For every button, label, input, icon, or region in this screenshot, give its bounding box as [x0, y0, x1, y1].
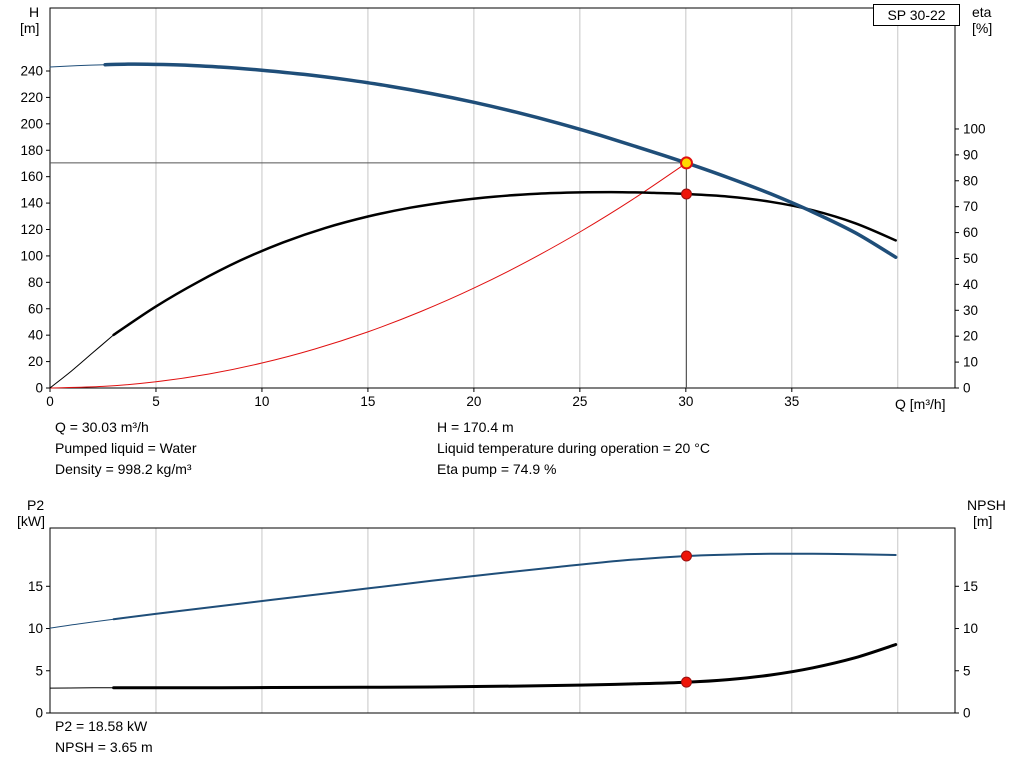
npsh-curve [112, 643, 898, 690]
svg-text:40: 40 [28, 328, 43, 343]
svg-text:60: 60 [963, 225, 978, 240]
eta-curve [112, 190, 897, 337]
svg-text:10: 10 [28, 621, 43, 636]
pump-model-badge: SP 30-22 [873, 4, 960, 26]
svg-text:10: 10 [963, 355, 978, 370]
eta-axis-title: eta [972, 4, 992, 20]
svg-text:5: 5 [152, 394, 160, 409]
npsh-axis-title: NPSH [967, 497, 1006, 513]
svg-text:100: 100 [963, 121, 986, 136]
caption-eta: Eta pump = 74.9 % [437, 461, 557, 477]
svg-text:15: 15 [28, 579, 43, 594]
p2-axis-unit: [kW] [17, 513, 45, 529]
svg-text:35: 35 [784, 394, 799, 409]
p2-curve [112, 552, 897, 621]
svg-text:200: 200 [20, 116, 43, 131]
svg-text:15: 15 [963, 579, 978, 594]
caption-density: Density = 998.2 kg/m³ [55, 461, 192, 477]
svg-text:20: 20 [963, 329, 978, 344]
svg-text:5: 5 [963, 663, 971, 678]
svg-text:0: 0 [46, 394, 54, 409]
svg-text:25: 25 [572, 394, 587, 409]
caption-flow: Q = 30.03 m³/h [55, 419, 149, 435]
svg-text:10: 10 [963, 621, 978, 636]
svg-text:20: 20 [466, 394, 481, 409]
svg-text:80: 80 [963, 173, 978, 188]
svg-text:0: 0 [35, 381, 43, 396]
h-axis-title: H [29, 4, 40, 20]
svg-text:180: 180 [20, 143, 43, 158]
q-axis-title: Q [m³/h] [895, 396, 946, 412]
svg-text:40: 40 [963, 277, 978, 292]
svg-text:30: 30 [963, 303, 978, 318]
system-curve [49, 162, 687, 389]
svg-text:0: 0 [963, 381, 971, 396]
eta-axis-unit: [%] [972, 20, 993, 36]
eta-curve-leadin [49, 334, 115, 389]
svg-text:70: 70 [963, 199, 978, 214]
svg-text:160: 160 [20, 169, 43, 184]
caption-temperature: Liquid temperature during operation = 20… [437, 440, 710, 456]
npsh-axis-unit: [m] [973, 513, 993, 529]
eta-duty-point [680, 188, 692, 200]
svg-text:20: 20 [28, 354, 43, 369]
svg-text:0: 0 [35, 706, 43, 721]
h-axis-unit: [m] [20, 20, 40, 36]
p2-duty-point [680, 550, 692, 562]
svg-text:15: 15 [360, 394, 375, 409]
qh-curve-leadin [49, 64, 106, 68]
svg-text:30: 30 [678, 394, 693, 409]
svg-text:5: 5 [35, 663, 43, 678]
npsh-duty-point [680, 676, 692, 688]
svg-text:50: 50 [963, 251, 978, 266]
qh-curve [103, 62, 898, 259]
p2-curve-leadin [49, 618, 115, 629]
svg-text:60: 60 [28, 301, 43, 316]
svg-text:90: 90 [963, 147, 978, 162]
svg-text:240: 240 [20, 64, 43, 79]
p2-npsh-chart: 0 5 10 15 0 5 10 15 [28, 527, 978, 721]
svg-text:10: 10 [254, 394, 269, 409]
svg-text:140: 140 [20, 196, 43, 211]
p2-axis-title: P2 [27, 497, 45, 513]
caption-p2: P2 = 18.58 kW [55, 718, 148, 734]
qh-duty-point [679, 156, 693, 170]
caption-npsh: NPSH = 3.65 m [55, 739, 153, 755]
svg-text:120: 120 [20, 222, 43, 237]
svg-text:0: 0 [963, 706, 971, 721]
svg-text:80: 80 [28, 275, 43, 290]
qh-eta-chart: 0204060801001201401601802002202400102030… [20, 7, 986, 409]
caption-liquid: Pumped liquid = Water [55, 440, 197, 456]
svg-text:220: 220 [20, 90, 43, 105]
svg-text:100: 100 [20, 248, 43, 263]
caption-head: H = 170.4 m [437, 419, 514, 435]
